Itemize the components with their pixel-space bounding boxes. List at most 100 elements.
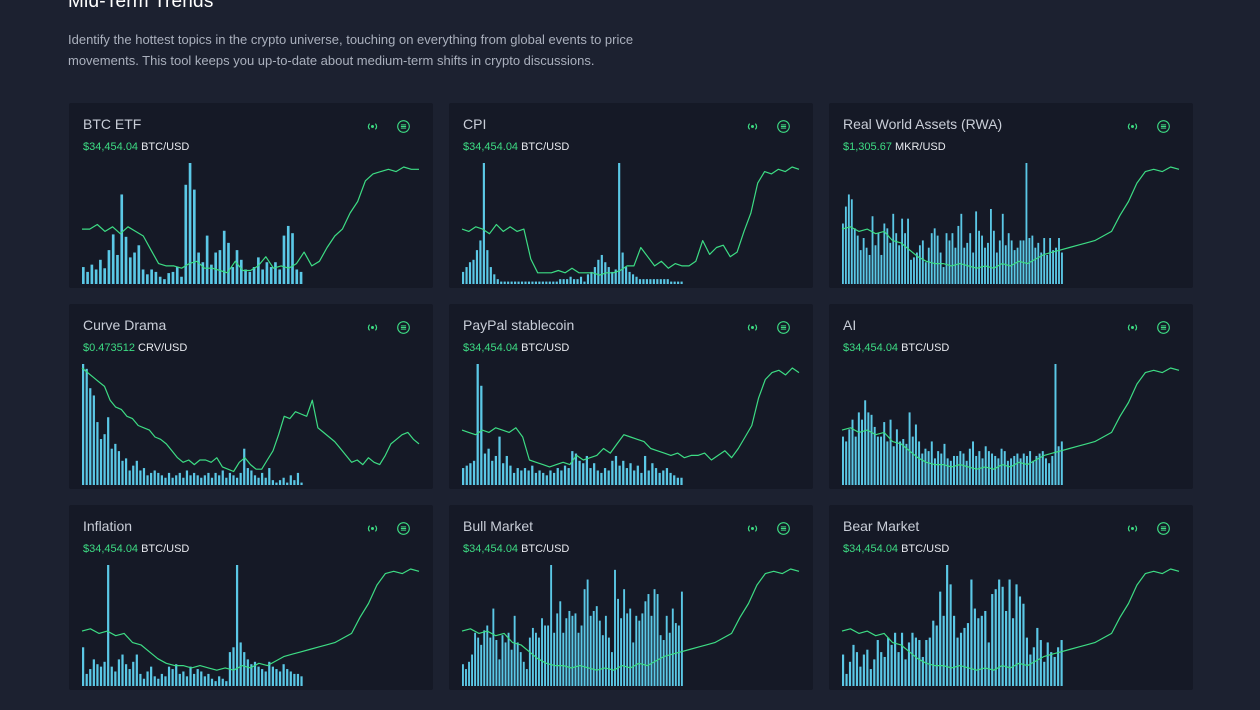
chart-bar bbox=[110, 666, 113, 686]
chart-bar bbox=[877, 233, 880, 284]
chart-bar bbox=[651, 463, 654, 485]
chart-bar bbox=[901, 218, 904, 284]
chart-bar bbox=[286, 225, 290, 284]
price-row: $34,454.04 BTC/USD bbox=[843, 543, 949, 555]
broadcast-icon[interactable] bbox=[745, 320, 760, 335]
price-pair: CRV/USD bbox=[138, 342, 188, 354]
chart-bar bbox=[200, 477, 203, 485]
chart-bar bbox=[948, 240, 951, 284]
chart-bar bbox=[210, 477, 214, 485]
chart-bar bbox=[662, 470, 665, 485]
card-title: CPI bbox=[463, 116, 487, 132]
menu-icon[interactable] bbox=[396, 119, 411, 134]
chart-bar bbox=[114, 671, 117, 686]
chart-bar bbox=[647, 470, 650, 485]
chart-bar bbox=[158, 276, 162, 284]
menu-icon[interactable] bbox=[776, 119, 791, 134]
menu-icon[interactable] bbox=[1156, 119, 1171, 134]
chart-bar bbox=[866, 649, 869, 686]
menu-icon[interactable] bbox=[776, 521, 791, 536]
chart-bar bbox=[954, 247, 957, 284]
trend-card-inflation[interactable]: Inflation $34,454.04 BTC/USD bbox=[69, 505, 433, 690]
chart-bar bbox=[141, 269, 145, 284]
price-line bbox=[461, 367, 800, 468]
price-row: $0.473512 CRV/USD bbox=[83, 342, 187, 354]
chart-bar bbox=[611, 460, 614, 485]
chart-bar bbox=[482, 163, 485, 284]
chart-bar bbox=[949, 460, 952, 485]
trend-card-rwa[interactable]: Real World Assets (RWA) $1,305.67 MKR/USD bbox=[829, 103, 1193, 288]
chart-bar bbox=[182, 477, 185, 485]
chart-bar bbox=[604, 615, 607, 686]
broadcast-icon[interactable] bbox=[745, 521, 760, 536]
chart-bar bbox=[1046, 642, 1049, 686]
chart-bar bbox=[278, 269, 282, 284]
chart-bar bbox=[257, 477, 260, 485]
chart-bar bbox=[243, 652, 246, 686]
chart-bar bbox=[1007, 233, 1010, 284]
trends-grid: BTC ETF $34,454.04 BTC/USD CPI $34,454.04… bbox=[69, 103, 1193, 690]
price-value: $34,454.04 bbox=[463, 543, 519, 555]
menu-icon[interactable] bbox=[396, 521, 411, 536]
chart-bar bbox=[576, 279, 579, 284]
broadcast-icon[interactable] bbox=[1125, 119, 1140, 134]
chart-bar bbox=[1016, 247, 1019, 284]
chart-bar bbox=[555, 281, 558, 284]
chart-bar bbox=[1046, 254, 1049, 284]
chart-bar bbox=[534, 472, 538, 485]
broadcast-icon[interactable] bbox=[365, 119, 380, 134]
broadcast-icon[interactable] bbox=[745, 119, 760, 134]
chart-bar bbox=[231, 267, 235, 284]
chart-bar bbox=[175, 475, 178, 485]
price-value: $34,454.04 bbox=[463, 141, 519, 153]
chart-bar bbox=[1013, 455, 1016, 485]
chart-bar bbox=[586, 274, 590, 284]
chart-bar bbox=[544, 625, 546, 686]
menu-icon[interactable] bbox=[1156, 521, 1171, 536]
chart-bar bbox=[1041, 451, 1044, 485]
chart-bar bbox=[534, 632, 537, 686]
chart-bar bbox=[1013, 250, 1016, 284]
chart-bar bbox=[117, 659, 121, 686]
menu-icon[interactable] bbox=[1156, 320, 1171, 335]
chart-bar bbox=[291, 233, 294, 284]
chart-bar bbox=[956, 637, 959, 686]
trend-card-curve-drama[interactable]: Curve Drama $0.473512 CRV/USD bbox=[69, 304, 433, 489]
chart-bar bbox=[998, 240, 1001, 284]
chart-bar bbox=[565, 618, 568, 686]
chart-bar bbox=[153, 676, 156, 686]
chart-bar bbox=[513, 615, 516, 686]
chart-bar bbox=[942, 615, 945, 686]
chart-bar bbox=[465, 267, 468, 284]
chart-bar bbox=[221, 470, 224, 485]
menu-icon[interactable] bbox=[776, 320, 791, 335]
chart-bar bbox=[205, 235, 209, 284]
trend-card-bear-market[interactable]: Bear Market $34,454.04 BTC/USD bbox=[829, 505, 1193, 690]
chart-bar bbox=[483, 453, 487, 485]
card-actions bbox=[1125, 320, 1171, 335]
trend-card-bull-market[interactable]: Bull Market $34,454.04 BTC/USD bbox=[449, 505, 813, 690]
broadcast-icon[interactable] bbox=[1125, 521, 1140, 536]
chart-bar bbox=[472, 259, 475, 284]
chart-bar bbox=[997, 458, 1000, 485]
broadcast-icon[interactable] bbox=[365, 320, 380, 335]
chart-bar bbox=[250, 664, 253, 686]
card-actions bbox=[365, 521, 411, 536]
chart-bar bbox=[135, 460, 138, 485]
chart-bar bbox=[1038, 453, 1041, 485]
broadcast-icon[interactable] bbox=[365, 521, 380, 536]
trend-card-ai[interactable]: AI $34,454.04 BTC/USD bbox=[829, 304, 1193, 489]
chart-bar bbox=[552, 472, 556, 485]
broadcast-icon[interactable] bbox=[1125, 320, 1140, 335]
trend-card-cpi[interactable]: CPI $34,454.04 BTC/USD bbox=[449, 103, 813, 288]
chart-bar bbox=[94, 269, 98, 284]
chart-bar bbox=[261, 669, 264, 686]
trend-card-btc-etf[interactable]: BTC ETF $34,454.04 BTC/USD bbox=[69, 103, 433, 288]
price-value: $34,454.04 bbox=[83, 141, 139, 153]
chart-bar bbox=[656, 594, 659, 686]
chart-bar bbox=[218, 676, 221, 686]
chart-bar bbox=[991, 594, 994, 686]
trend-card-paypal-stablecoin[interactable]: PayPal stablecoin $34,454.04 BTC/USD bbox=[449, 304, 813, 489]
chart-bar bbox=[502, 463, 505, 485]
menu-icon[interactable] bbox=[396, 320, 411, 335]
